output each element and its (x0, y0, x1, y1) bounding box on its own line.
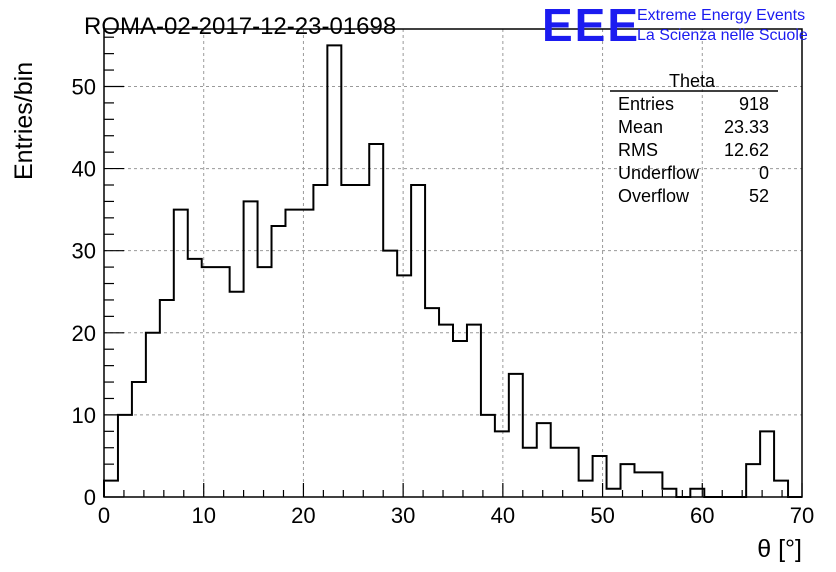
x-axis-title: θ [°] (757, 535, 802, 563)
y-axis-ticks: 0 10 20 30 40 50 (72, 36, 124, 510)
stats-label-underflow: Underflow (618, 163, 700, 183)
x-tick-label: 70 (790, 503, 814, 528)
stats-label-entries: Entries (618, 94, 674, 114)
x-tick-label: 0 (98, 503, 110, 528)
y-tick-label: 0 (84, 485, 96, 510)
x-tick-label: 20 (291, 503, 315, 528)
logo-line-1: Extreme Energy Events (637, 7, 805, 24)
x-tick-label: 40 (491, 503, 515, 528)
stats-label-overflow: Overflow (618, 186, 690, 206)
plot-frame (103, 28, 803, 498)
y-tick-label: 40 (72, 157, 96, 182)
y-axis-title: Entries/bin (10, 62, 38, 180)
stats-box: Theta Entries 918 Mean 23.33 RMS 12.62 U… (610, 71, 778, 206)
histogram-outline (103, 44, 802, 498)
logo-letters: EEE (542, 0, 640, 51)
x-axis-ticks: 0 10 20 30 40 50 60 70 (98, 483, 814, 528)
stats-title: Theta (669, 71, 716, 91)
stats-value-rms: 12.62 (724, 140, 769, 160)
y-tick-label: 10 (72, 403, 96, 428)
eee-logo: EEE Extreme Energy Events La Scienza nel… (542, 0, 808, 51)
stats-label-mean: Mean (618, 117, 663, 137)
x-tick-label: 30 (391, 503, 415, 528)
stats-label-rms: RMS (618, 140, 658, 160)
x-tick-label: 50 (590, 503, 614, 528)
y-tick-label: 50 (72, 74, 96, 99)
stats-value-underflow: 0 (759, 163, 769, 183)
stats-value-mean: 23.33 (724, 117, 769, 137)
logo-line-2: La Scienza nelle Scuole (637, 27, 808, 44)
stats-value-overflow: 52 (749, 186, 769, 206)
y-tick-label: 30 (72, 239, 96, 264)
x-tick-label: 10 (191, 503, 215, 528)
x-tick-label: 60 (690, 503, 714, 528)
y-tick-label: 20 (72, 321, 96, 346)
chart-title: ROMA-02-2017-12-23-01698 (84, 13, 396, 40)
stats-value-entries: 918 (739, 94, 769, 114)
